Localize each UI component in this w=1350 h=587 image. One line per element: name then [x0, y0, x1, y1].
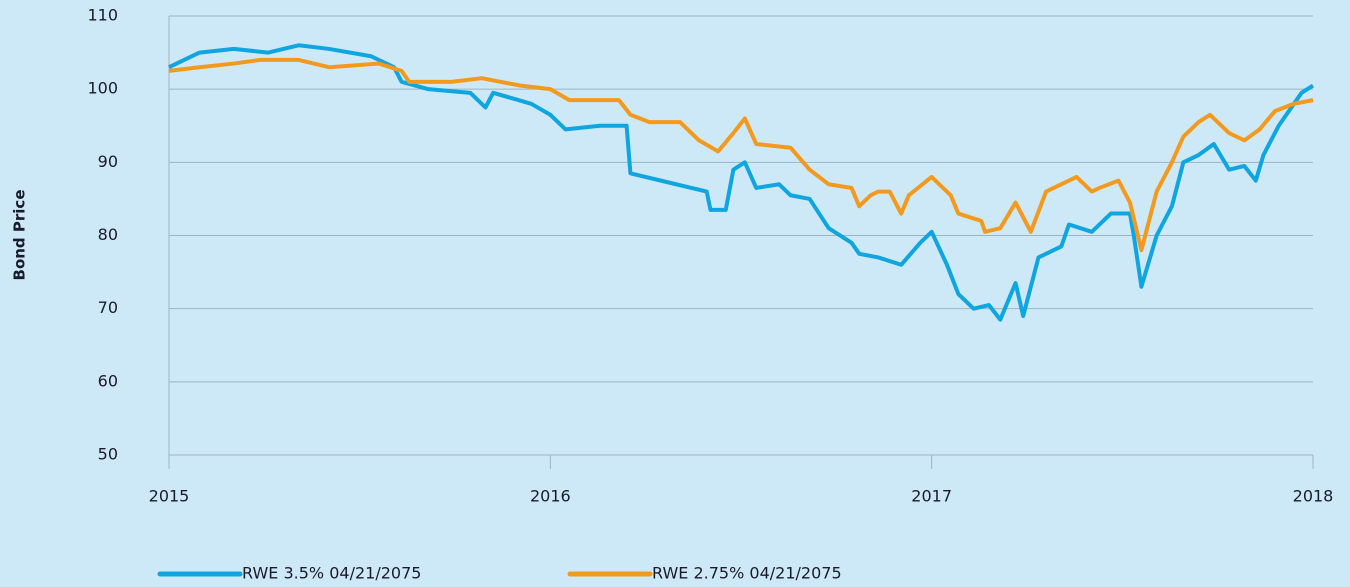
x-tick-label: 2015	[149, 487, 190, 506]
y-tick-label: 70	[98, 298, 118, 317]
series-line	[168, 57, 1314, 253]
x-tick-label: 2016	[530, 487, 571, 506]
legend-label: RWE 3.5% 04/21/2075	[242, 564, 421, 583]
y-tick-label: 110	[87, 6, 118, 25]
y-tick-label: 50	[98, 445, 118, 464]
y-tick-label: 60	[98, 371, 118, 390]
y-tick-label: 100	[87, 79, 118, 98]
x-tick-label: 2017	[911, 487, 952, 506]
y-tick-label: 80	[98, 225, 118, 244]
y-axis-label: Bond Price	[11, 190, 29, 281]
legend-label: RWE 2.75% 04/21/2075	[652, 564, 842, 583]
x-tick-label: 2018	[1293, 487, 1334, 506]
series-line	[168, 43, 1315, 322]
y-tick-label: 90	[98, 152, 118, 171]
